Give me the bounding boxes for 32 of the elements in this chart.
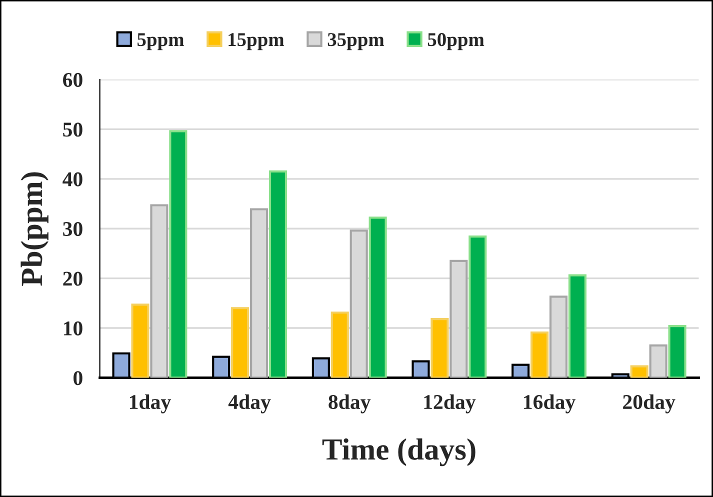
y-tick-label: 30 xyxy=(63,222,82,236)
bar xyxy=(268,170,288,378)
bar xyxy=(131,304,150,378)
x-tick-label: 12day xyxy=(424,394,476,414)
y-tick-label: 20 xyxy=(63,272,82,286)
x-tick-label: 1day xyxy=(130,394,171,414)
bar xyxy=(568,274,586,378)
legend-label: 5ppm xyxy=(138,33,184,50)
x-tick-label: 20day xyxy=(623,394,676,414)
y-tick-label: 60 xyxy=(63,72,82,87)
bar xyxy=(668,324,686,378)
y-tick-label: 50 xyxy=(63,122,82,137)
bar xyxy=(231,307,250,378)
x-tick-label: 4day xyxy=(228,394,271,414)
y-tick-label: 0 xyxy=(74,371,82,386)
bar xyxy=(368,216,387,378)
bar xyxy=(630,365,648,378)
x-tick-label: 8day xyxy=(328,394,371,414)
x-axis-title: Time (days) xyxy=(322,438,476,466)
legend-label: 50ppm xyxy=(428,33,484,50)
x-tick-label: 16day xyxy=(524,394,576,414)
bar xyxy=(649,344,668,378)
y-tick-label: 10 xyxy=(64,321,82,336)
bar xyxy=(169,130,188,378)
bar xyxy=(468,236,487,378)
legend-label: 35ppm xyxy=(328,33,384,50)
bar xyxy=(330,312,349,378)
y-tick-label: 40 xyxy=(62,172,82,186)
bar xyxy=(530,331,549,378)
legend-label: 15ppm xyxy=(228,33,284,50)
y-axis-title: Pb(ppm) xyxy=(20,172,48,286)
bar xyxy=(430,318,449,378)
